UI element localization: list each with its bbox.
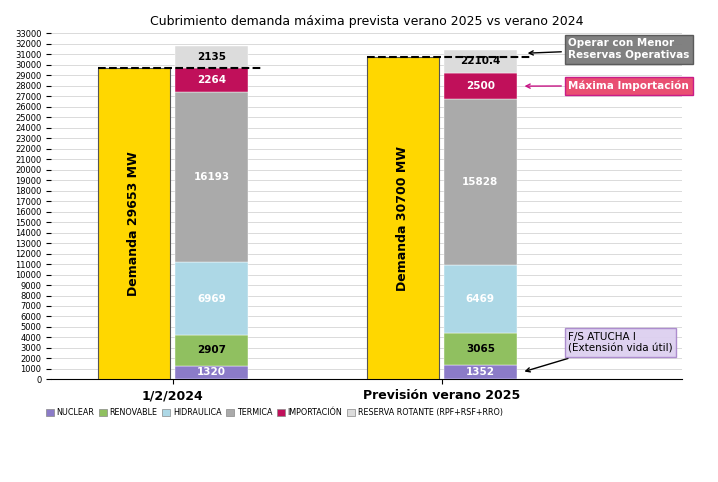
Text: 2500: 2500: [466, 81, 495, 91]
Bar: [444, 333, 516, 365]
Text: 2135: 2135: [197, 52, 226, 62]
Bar: [444, 265, 516, 333]
Bar: [367, 57, 439, 379]
Text: 1320: 1320: [197, 367, 226, 377]
Title: Cubrimiento demanda máxima prevista verano 2025 vs verano 2024: Cubrimiento demanda máxima prevista vera…: [150, 15, 583, 28]
Text: 15828: 15828: [462, 177, 498, 187]
Bar: [444, 99, 516, 265]
Bar: [175, 262, 248, 335]
Bar: [175, 365, 248, 379]
Text: 2907: 2907: [197, 345, 226, 355]
Text: F/S ATUCHA I
(Extensión vida útil): F/S ATUCHA I (Extensión vida útil): [526, 332, 673, 372]
Legend: NUCLEAR, RENOVABLE, HIDRAULICA, TERMICA, IMPORTACIÓN, RESERVA ROTANTE (RPF+RSF+R: NUCLEAR, RENOVABLE, HIDRAULICA, TERMICA,…: [42, 405, 505, 420]
Bar: [444, 73, 516, 99]
Bar: [444, 365, 516, 379]
Bar: [175, 68, 248, 92]
Bar: [175, 46, 248, 68]
Text: Demanda 29653 MW: Demanda 29653 MW: [127, 151, 141, 296]
Text: 3065: 3065: [466, 344, 495, 354]
Text: 6469: 6469: [466, 294, 495, 304]
Bar: [175, 92, 248, 262]
Text: 6969: 6969: [197, 294, 226, 304]
Text: 16193: 16193: [193, 172, 230, 182]
Text: Operar con Menor
Reservas Operativas: Operar con Menor Reservas Operativas: [529, 38, 689, 60]
Text: 2210.4: 2210.4: [460, 56, 500, 67]
Bar: [175, 335, 248, 365]
Text: Demanda 30700 MW: Demanda 30700 MW: [396, 146, 409, 291]
Bar: [98, 68, 170, 379]
Text: 2264: 2264: [197, 75, 226, 85]
Bar: [444, 50, 516, 73]
Text: 1352: 1352: [466, 367, 495, 377]
Text: Máxima Importación: Máxima Importación: [526, 80, 689, 91]
